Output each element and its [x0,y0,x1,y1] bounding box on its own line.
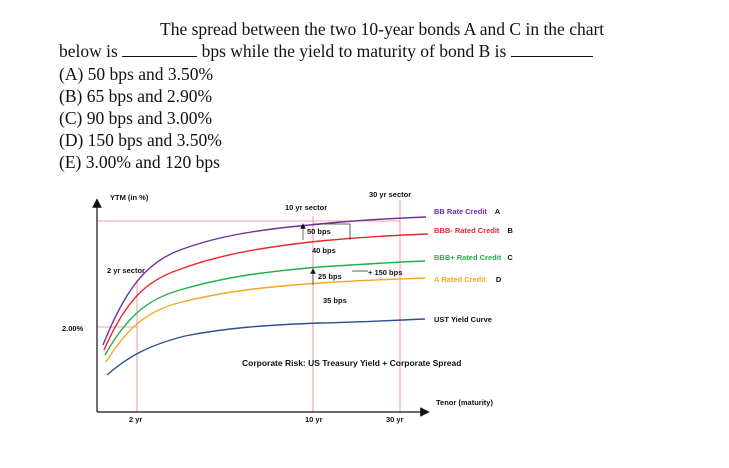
label-a-rated-credit: A Rated Credit D [434,275,502,284]
sector-label-10yr: 10 yr sector [285,203,327,212]
spread-label-25bps: 25 bps [318,272,342,281]
option-b: (B) 65 bps and 2.90% [59,86,213,106]
option-c: (C) 90 bps and 3.00% [59,108,213,128]
bracket-10yr [313,223,351,240]
question-text-part-2: bps while the yield to maturity of bond … [201,41,507,61]
y-axis-label: YTM (in %) [110,193,149,202]
label-a-name: A Rated Credit [434,275,486,284]
label-a-marker: D [496,275,502,284]
label-bb-rate-credit: BB Rate Credit A [434,207,501,216]
spread-label-50bps: 50 bps [307,227,331,236]
curve-bb-rate-credit [102,216,427,346]
label-ust-yield-curve: UST Yield Curve [434,315,492,324]
x-tick-30yr: 30 yr [386,415,404,424]
question-line-2: below is bps while the yield to maturity… [59,40,593,61]
sector-label-30yr: 30 yr sector [369,190,411,199]
label-bb-name: BB Rate Credit [434,207,487,216]
curve-ust-yield [106,318,426,376]
answer-blank-2 [510,40,593,57]
sector-label-2yr: 2 yr sector [107,266,145,275]
y-tick-2pct: 2.00% [62,324,84,333]
answer-blank-1 [122,40,198,57]
label-bbb-minus-marker: B [508,226,514,235]
option-e: (E) 3.00% and 120 bps [59,152,220,172]
label-bbb-plus-rated-credit: BBB+ Rated Credit C [434,253,513,262]
spread-label-40bps: 40 bps [312,246,336,255]
chart-caption: Corporate Risk: US Treasury Yield + Corp… [242,358,461,368]
spread-label-150bps: + 150 bps [368,268,402,277]
x-tick-10yr: 10 yr [305,415,323,424]
option-a: (A) 50 bps and 3.50% [59,64,214,84]
label-bbb-minus-name: BBB- Rated Credit [434,226,500,235]
option-d: (D) 150 bps and 3.50% [59,130,222,150]
curve-bbb-minus-rated-credit [103,233,429,351]
curve-a-rated-credit [105,277,426,363]
label-bbb-plus-marker: C [507,253,513,262]
label-bb-marker: A [495,207,501,216]
curve-bbb-plus-rated-credit [104,260,426,356]
question-text-part-1: below is [59,41,118,61]
question-line-1: The spread between the two 10-year bonds… [160,19,605,39]
spread-label-35bps: 35 bps [323,296,347,305]
x-tick-2yr: 2 yr [129,415,142,424]
x-axis-label: Tenor (maturity) [436,398,493,407]
label-bbb-minus-rated-credit: BBB- Rated Credit B [434,226,514,235]
label-bbb-plus-name: BBB+ Rated Credit [434,253,502,262]
